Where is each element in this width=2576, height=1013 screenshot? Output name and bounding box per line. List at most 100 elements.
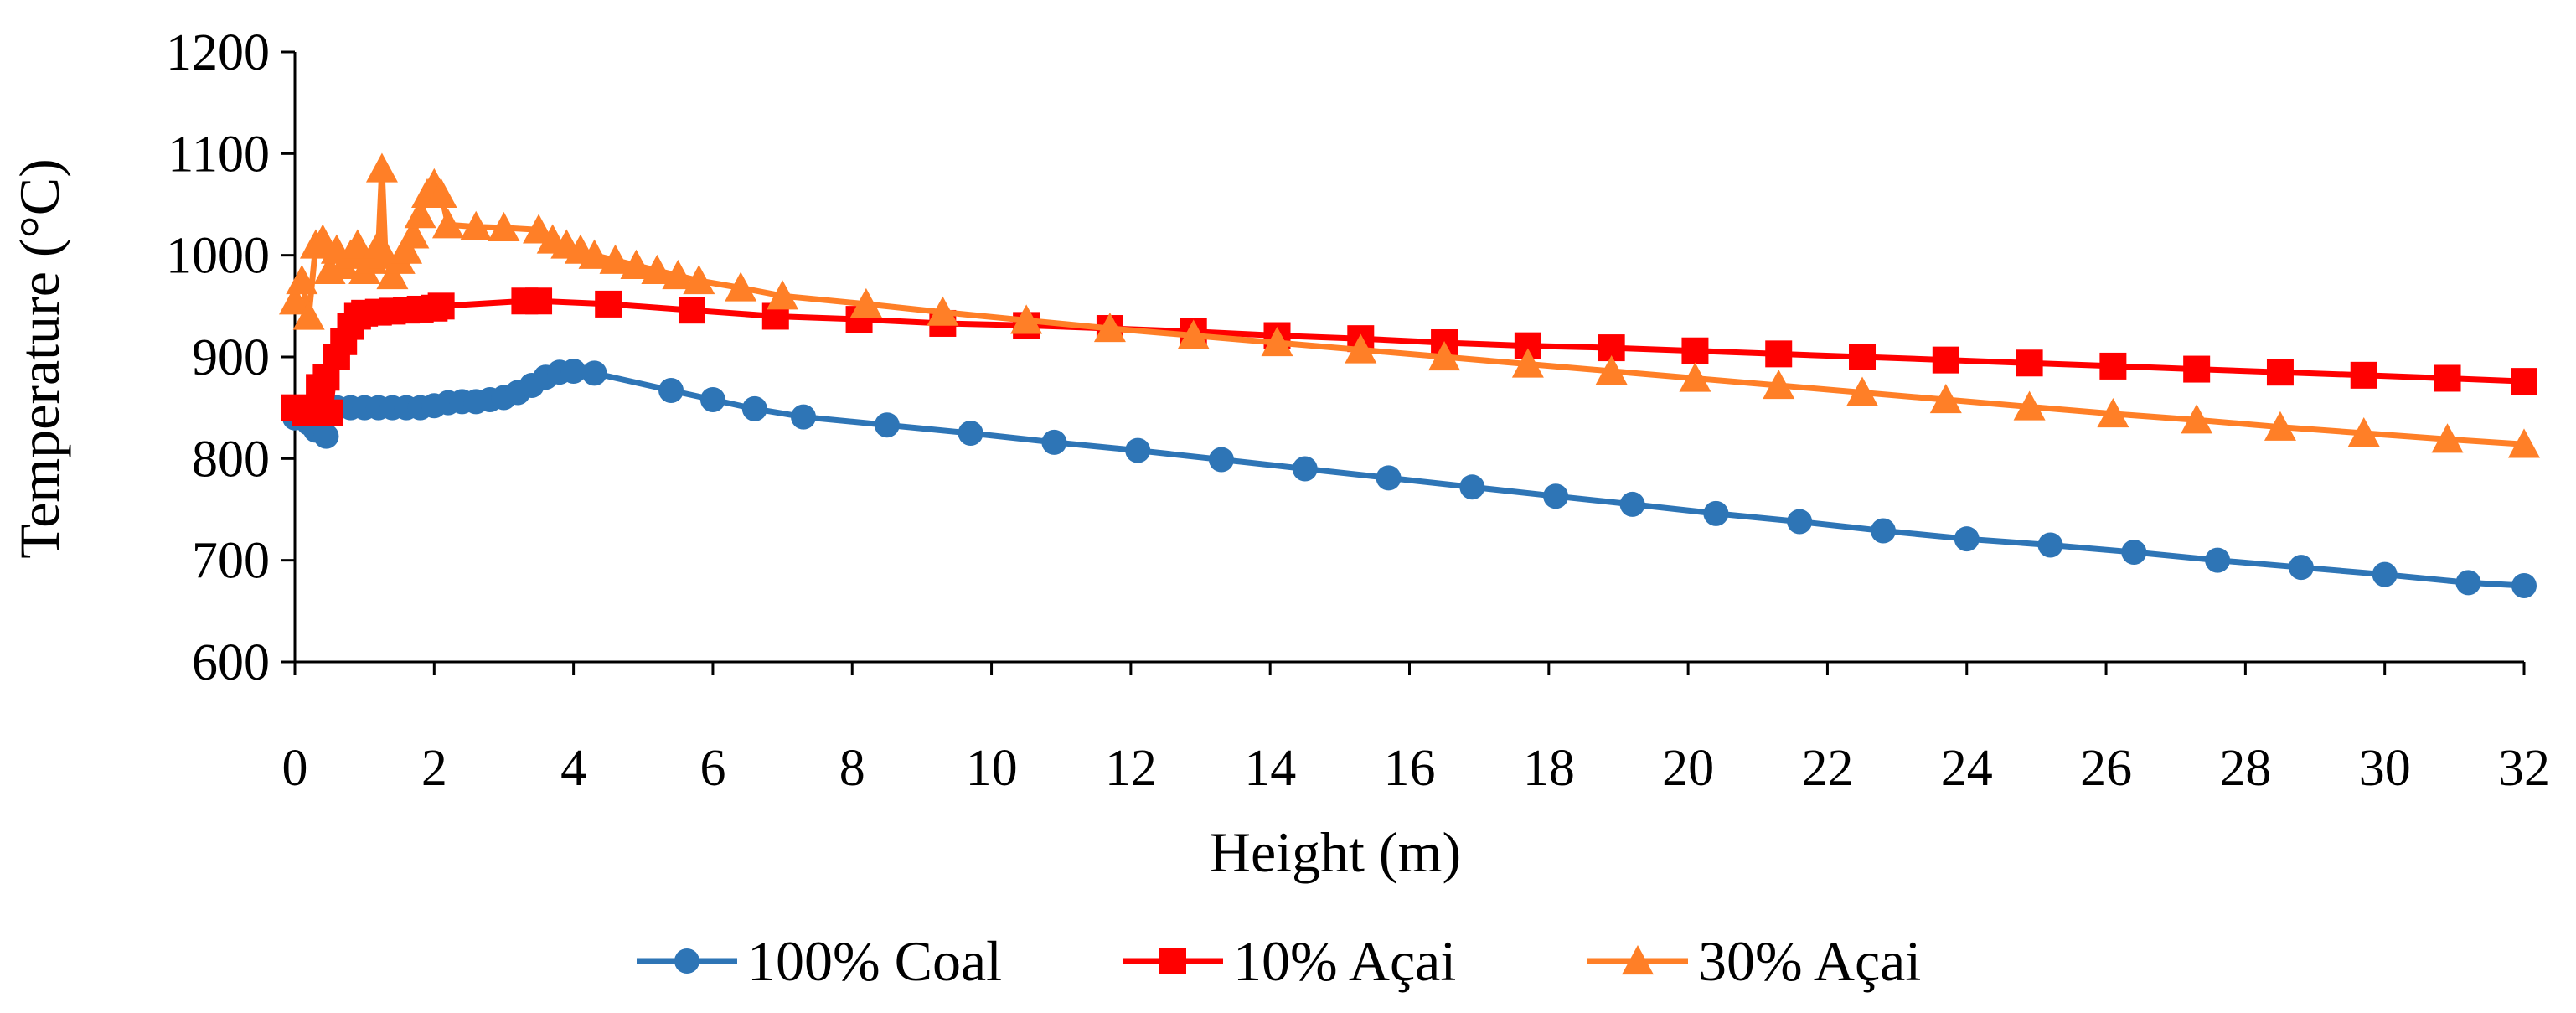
data-point [2097, 397, 2129, 428]
data-point [1125, 437, 1151, 463]
x-tick-label: 0 [282, 740, 308, 797]
data-point [341, 229, 374, 259]
data-point [849, 287, 882, 318]
series-line [293, 368, 2525, 589]
data-point [658, 378, 684, 404]
data-point [2288, 555, 2314, 581]
data-point [595, 290, 622, 318]
data-point [958, 421, 983, 446]
y-tick-label: 600 [192, 634, 270, 691]
data-point [1511, 348, 1544, 378]
legend-entry: 30% Açai [1587, 929, 1921, 993]
x-tick-label: 2 [421, 740, 447, 797]
data-point [767, 280, 799, 310]
data-point [2264, 411, 2296, 441]
data-point [390, 234, 423, 264]
data-point [316, 399, 343, 426]
data-point [699, 386, 725, 412]
y-axis-title: Temperature (°C) [8, 158, 71, 558]
x-tick-label: 12 [1105, 740, 1157, 797]
y-tick-label: 1100 [168, 126, 270, 183]
data-point [1208, 447, 1234, 473]
data-point [2205, 547, 2231, 573]
data-point [2350, 361, 2377, 389]
y-tick-label: 1200 [166, 24, 270, 81]
data-point [460, 210, 493, 240]
data-point [1093, 313, 1126, 343]
legend-marker [1622, 945, 1654, 975]
data-point [683, 265, 715, 295]
data-point [1765, 340, 1793, 368]
x-tick-label: 20 [1662, 740, 1714, 797]
x-tick-label: 26 [2080, 740, 2132, 797]
y-tick-label: 1000 [166, 228, 270, 285]
data-point [1428, 341, 1461, 371]
data-point [1459, 474, 1485, 500]
data-point [2183, 355, 2211, 383]
data-point [1849, 344, 1877, 370]
y-tick-label: 800 [192, 431, 270, 488]
data-point [1787, 509, 1813, 535]
data-point [525, 287, 553, 315]
data-point [2455, 570, 2481, 596]
data-point [741, 395, 767, 421]
data-point [1763, 369, 1795, 400]
data-point [1846, 376, 1879, 406]
x-axis-title: Height (m) [1210, 820, 1461, 884]
data-point [1261, 327, 1293, 357]
data-point [1681, 337, 1709, 364]
x-tick-label: 28 [2219, 740, 2271, 797]
data-point [1595, 354, 1628, 385]
data-point [2099, 352, 2127, 380]
data-point [2431, 423, 2464, 453]
data-point [620, 249, 653, 279]
x-tick-label: 24 [1941, 740, 1993, 797]
data-point [313, 423, 339, 449]
data-point [488, 211, 520, 242]
data-point [927, 296, 959, 326]
legend-label: 10% Açai [1233, 929, 1456, 993]
data-point [560, 358, 586, 384]
data-point [1954, 526, 1980, 552]
x-tick-label: 18 [1523, 740, 1575, 797]
x-tick-label: 8 [839, 740, 865, 797]
x-tick-label: 22 [1801, 740, 1853, 797]
data-point [376, 259, 409, 290]
data-point [662, 259, 694, 290]
legend-label: 100% Coal [747, 929, 1002, 993]
data-point [292, 300, 325, 330]
data-point [2511, 573, 2537, 598]
data-point [599, 244, 632, 274]
data-point [2181, 404, 2213, 434]
data-point [431, 209, 464, 239]
data-point [1679, 362, 1711, 392]
data-point [2013, 390, 2046, 421]
x-tick-label: 30 [2359, 740, 2411, 797]
data-point [2434, 364, 2461, 392]
legend-marker [1159, 948, 1186, 974]
legend-entry: 10% Açai [1123, 929, 1456, 993]
y-axis-ticks: 600 700 800 900 1000 1100 1200 [166, 24, 295, 691]
data-point [1932, 346, 1959, 374]
data-point [279, 285, 311, 315]
data-point [578, 239, 611, 269]
data-point [2372, 561, 2398, 587]
data-point [581, 360, 607, 386]
data-point [2347, 417, 2380, 447]
data-point [2266, 359, 2294, 386]
data-point [397, 219, 430, 249]
data-point [286, 265, 318, 295]
data-point [2511, 368, 2537, 395]
data-point [725, 271, 757, 302]
series-0 [282, 358, 2537, 598]
data-point [1177, 319, 1210, 349]
data-point [1703, 500, 1729, 526]
data-point [2508, 428, 2540, 458]
series-1 [281, 287, 2537, 426]
data-point [678, 297, 705, 324]
series-layer [279, 152, 2540, 598]
x-tick-label: 32 [2498, 740, 2550, 797]
data-point [425, 178, 457, 209]
data-point [641, 254, 674, 285]
